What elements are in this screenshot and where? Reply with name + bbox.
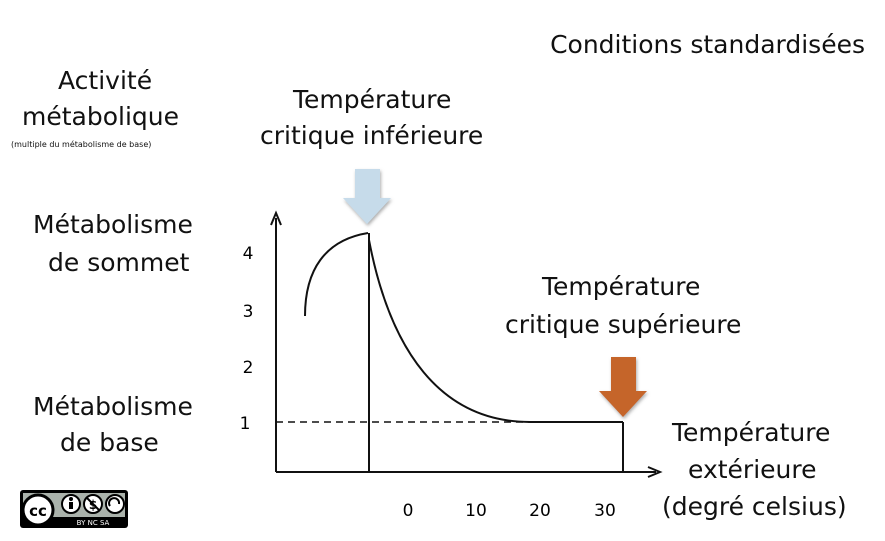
x-tick-10: 10 (465, 501, 487, 521)
x-tick-20: 20 (529, 501, 551, 521)
y-axis-label-line1: Activité (58, 66, 153, 95)
x-axis-arrowhead (647, 466, 663, 478)
y-tick-3: 3 (243, 302, 254, 322)
cc-license-icon: cc $ BY NC SA (20, 490, 128, 528)
y-axis-label-note: (multiple du métabolisme de base) (11, 140, 152, 149)
lower-critical-label-line2: critique inférieure (260, 121, 484, 150)
upper-critical-label-line1: Température (542, 272, 701, 301)
upper-critical-label-line2: critique supérieure (505, 310, 742, 339)
x-axis-label-line1: Température (672, 418, 831, 447)
x-axis-label-line3: (degré celsius) (662, 492, 847, 521)
x-axis-label-line2: extérieure (688, 455, 817, 484)
cc-badge-text: cc (29, 502, 47, 520)
x-tick-30: 30 (594, 501, 616, 521)
peak-metabolism-label-line1: Métabolisme (33, 210, 193, 239)
rising-curve (304, 232, 369, 317)
base-metabolism-label-line1: Métabolisme (33, 392, 193, 421)
lower-critical-arrow-icon (343, 169, 391, 224)
x-tick-0: 0 (403, 501, 414, 521)
upper-critical-arrow-icon (599, 357, 647, 417)
y-axis-label-line2: métabolique (22, 102, 180, 131)
peak-metabolism-label-line2: de sommet (48, 248, 190, 277)
falling-curve (368, 239, 623, 423)
y-tick-1: 1 (240, 414, 251, 434)
y-tick-4: 4 (243, 244, 254, 264)
lower-critical-label-line1: Température (293, 85, 452, 114)
cc-license-subtext: BY NC SA (77, 519, 110, 527)
base-metabolism-label-line2: de base (60, 428, 159, 457)
title: Conditions standardisées (550, 30, 865, 59)
y-axis-arrowhead (270, 210, 282, 226)
y-tick-2: 2 (243, 358, 254, 378)
